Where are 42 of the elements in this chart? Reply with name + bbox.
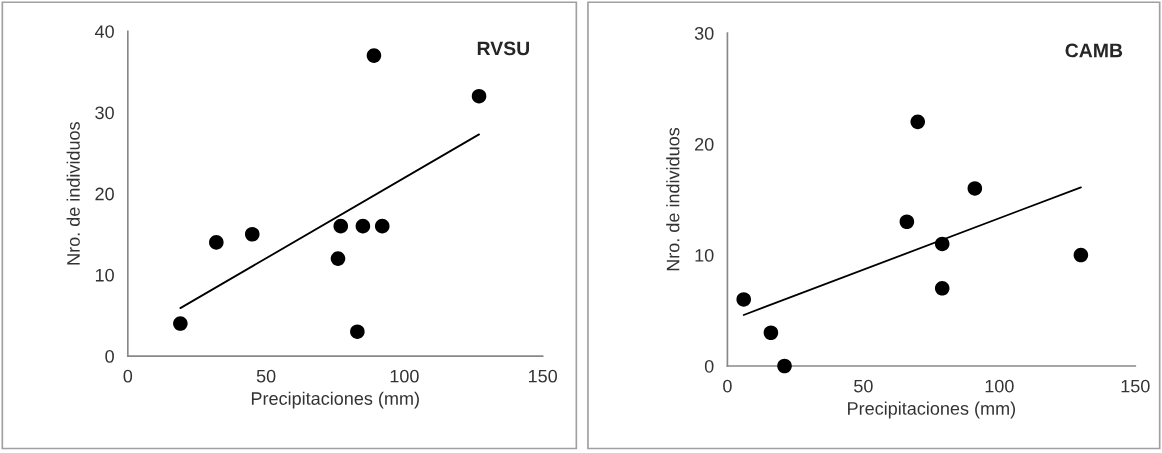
point bbox=[244, 226, 260, 242]
point bbox=[934, 281, 950, 296]
point bbox=[333, 218, 349, 234]
point bbox=[173, 316, 188, 331]
y-tick-label: 0 bbox=[105, 349, 114, 363]
y-tick-label: 20 bbox=[95, 187, 114, 201]
point bbox=[209, 235, 224, 250]
x-tick-label: 150 bbox=[528, 369, 558, 383]
point bbox=[330, 251, 346, 266]
point bbox=[350, 324, 365, 339]
chart-title: CAMB bbox=[1065, 43, 1123, 58]
x-tick-label: 50 bbox=[854, 379, 873, 393]
x-tick-label: 100 bbox=[390, 369, 419, 383]
point bbox=[899, 214, 915, 230]
x-axis-title: Precipitaciones (mm) bbox=[848, 401, 1016, 419]
point bbox=[1073, 247, 1089, 263]
x-tick-label: 0 bbox=[723, 379, 732, 393]
y-tick-label: 40 bbox=[94, 25, 114, 38]
point bbox=[763, 325, 779, 341]
point bbox=[967, 181, 983, 196]
point bbox=[934, 236, 950, 252]
x-tick-label: 0 bbox=[123, 369, 133, 383]
y-tick-label: 30 bbox=[694, 27, 714, 40]
point bbox=[366, 48, 382, 63]
point bbox=[471, 88, 487, 104]
chart-title: RVSU bbox=[477, 41, 530, 56]
point bbox=[777, 358, 792, 374]
point bbox=[374, 218, 390, 234]
y-tick-label: 0 bbox=[704, 359, 714, 373]
y-axis-title: Nro. de individuos bbox=[66, 122, 80, 265]
x-tick-label: 150 bbox=[1121, 379, 1150, 393]
y-axis-title: Nro. de individuos bbox=[666, 127, 680, 271]
y-tick-label: 10 bbox=[95, 268, 114, 282]
x-axis-title: Precipitaciones (mm) bbox=[251, 391, 419, 409]
y-tick-label: 20 bbox=[695, 137, 714, 151]
y-tick-label: 30 bbox=[95, 106, 114, 120]
y-tick-label: 10 bbox=[695, 248, 714, 262]
point bbox=[355, 218, 371, 234]
point bbox=[910, 114, 926, 130]
x-tick-label: 100 bbox=[985, 379, 1014, 393]
x-tick-label: 50 bbox=[256, 369, 276, 383]
point bbox=[736, 292, 752, 307]
